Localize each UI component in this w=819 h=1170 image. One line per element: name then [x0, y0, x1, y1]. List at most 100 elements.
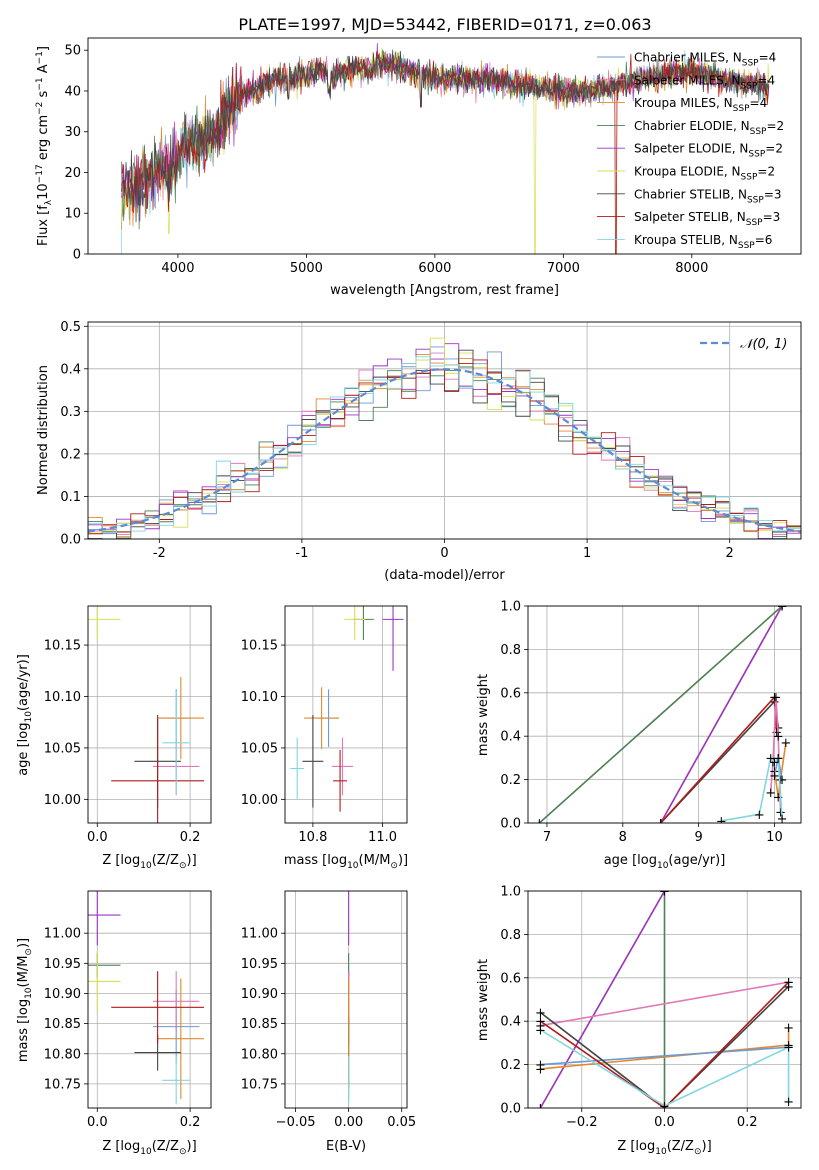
- legend-label-part: SSP: [738, 241, 755, 251]
- weight-Z-line-salpeter-elodie: [539, 891, 666, 1108]
- weight-age-line-kroupa-stelib-marker: +: [773, 751, 784, 766]
- weight-vs-Z-ytick-label: 0.8: [500, 928, 521, 943]
- weight-Z-line-kroupa-miles-marker: +: [783, 1021, 794, 1036]
- weight-age-line-salpeter-miles-marker: +: [765, 786, 776, 801]
- weight-age-line-salpeter-stelib: [660, 695, 778, 823]
- spectrum-ylabel-part: erg cm: [36, 115, 51, 164]
- spectrum-plot: [121, 42, 770, 254]
- spectrum-ytick-label: 30: [64, 125, 81, 140]
- mass-vs-EBV-xtick-label: 0.05: [387, 1115, 416, 1130]
- weight-age-line-salpeter-stelib-marker: +: [769, 691, 780, 706]
- chart-layer: 4000 5000 6000 7000 800001020304050wavelengt…: [16, 37, 802, 1157]
- weight-Z-line-kroupa-miles-marker: +: [783, 1039, 794, 1054]
- errorbar-kroupa-elodie: [88, 606, 121, 640]
- weight-vs-age-ytick-label: 0.6: [500, 686, 521, 701]
- weight-age-line-salpeter-miles-marker: +: [773, 730, 784, 745]
- age-vs-Z-xtick-label: 0.0: [87, 830, 108, 845]
- residuals-xtick-label: 0: [440, 546, 448, 561]
- residuals-chart: -2 -1 0 1 2 0.0 0.1 0.2 0.3 0.4 0.5 𝒩(0, 1) (data-mo…: [36, 320, 802, 583]
- weight-age-line-chabrier-stelib-marker: +: [655, 817, 666, 832]
- legend-label-part: SSP: [746, 218, 763, 228]
- age-vs-Z-ytick-label: 10.15: [44, 639, 81, 654]
- weight-Z-line-salpeter-stelib-marker: +: [783, 976, 794, 991]
- mass-Z-xlabel-part: 10: [140, 1147, 152, 1157]
- weight-age-xlabel-part: 10: [657, 861, 669, 871]
- weight-vs-age-grid: [528, 605, 801, 824]
- weight-vs-Z-ytick-label: 1.0: [500, 885, 521, 900]
- spectrum-ylabel-part: −1: [35, 77, 45, 90]
- mass-vs-EBV-frame: [284, 890, 408, 1109]
- normal-curve: [88, 368, 801, 533]
- mass-Z-ylabel-part: (M/M: [16, 956, 31, 988]
- age-vs-mass-plot: [290, 606, 404, 812]
- mass-vs-Z-ytick-label: 11.00: [44, 927, 81, 942]
- spectrum-ylabel-part: ]: [36, 46, 51, 51]
- legend-label-part: =2: [765, 142, 783, 156]
- age-mass-xlabel-part: (M/M: [359, 853, 391, 868]
- weight-Z-xlabel-part: 10: [655, 1147, 667, 1157]
- mass-vs-Z-ytick-label: 10.95: [44, 957, 81, 972]
- age-vs-mass-frame: [284, 605, 408, 824]
- age-vs-Z-grid: [88, 606, 211, 823]
- age-Z-ylabel-part: (age/yr)]: [16, 654, 31, 711]
- weight-Z-xlabel: Z [log10(Z/Z⊙)]: [617, 1139, 711, 1157]
- spectrum-ylabel: Flux [fλ10−17 erg cm−2 s−1 A−1]: [35, 46, 54, 246]
- legend-label-part: SSP: [741, 81, 758, 91]
- age-Z-xlabel-part: )]: [187, 853, 197, 868]
- spectrum-line-chabrier-stelib: [121, 49, 770, 223]
- age-mass-xlabel-part: )]: [398, 853, 408, 868]
- errorbar-kroupa-stelib: [290, 737, 305, 800]
- mass-vs-Z-xtick-label: 0.2: [180, 1115, 201, 1130]
- weight-age-ylabel: mass weight: [476, 674, 491, 756]
- residuals-frame: [87, 321, 802, 540]
- legend-label: Salpeter ELODIE, NSSP=2: [634, 142, 783, 160]
- mass-vs-EBV-ytick-label: 10.75: [241, 1077, 278, 1092]
- legend-label-part: =2: [766, 119, 784, 133]
- legend-label-part: Kroupa ELODIE, N: [634, 165, 741, 179]
- mass-vs-Z-plot: [88, 891, 205, 1105]
- errorbar-salpeter-miles: [332, 737, 353, 796]
- legend-label-part: Salpeter MILES, N: [634, 73, 741, 87]
- residuals-xlabel: (data-model)/error: [384, 568, 505, 583]
- spectrum-xtick-label: 6000: [418, 261, 451, 276]
- residuals-xtick-label: 1: [583, 546, 591, 561]
- weight-vs-Z-xtick-label: −0.2: [566, 1115, 598, 1130]
- age-vs-mass-ytick-label: 10.00: [241, 793, 278, 808]
- weight-vs-age-ytick-label: 0.4: [500, 730, 521, 745]
- age-Z-xlabel-part: 10: [140, 861, 152, 871]
- weight-Z-line-kroupa-miles-marker: +: [535, 1062, 546, 1077]
- age-Z-ylabel-part: age [log: [16, 723, 31, 776]
- spectrum-ylabel-part: A: [36, 64, 51, 77]
- weight-Z-line-salpeter-miles: [540, 981, 789, 1027]
- errorbar-kroupa-miles: [157, 978, 205, 1099]
- age-mass-xlabel-part: mass [log: [284, 853, 347, 868]
- errorbar-salpeter-miles: [152, 971, 200, 1032]
- legend-label-part: =3: [764, 187, 782, 201]
- weight-Z-line-salpeter-stelib-marker: +: [535, 1015, 546, 1030]
- mass-vs-Z-ytick-label: 10.85: [44, 1017, 81, 1032]
- weight-vs-age-chart: +++++++++++++++++++++++++ +++++7 8 9 10 0.0 0.…: [476, 600, 802, 871]
- legend-label-part: Kroupa STELIB, N: [634, 233, 738, 247]
- weight-vs-Z-xtick-label: 0.0: [654, 1115, 675, 1130]
- weight-age-xlabel: age [log10(age/yr)]: [604, 853, 726, 871]
- legend-label-part: =2: [757, 165, 775, 179]
- residuals-legend: 𝒩(0, 1): [700, 337, 787, 352]
- legend-label: Chabrier ELODIE, NSSP=2: [634, 119, 784, 137]
- weight-Z-line-kroupa-stelib-marker: +: [535, 1023, 546, 1038]
- weight-age-line-salpeter-miles-marker: +: [775, 806, 786, 821]
- spectrum-ticks: 4000 5000 6000 7000 8000 0 10 20 30 40 50: [64, 44, 708, 276]
- legend-label-part: Chabrier STELIB, N: [634, 187, 747, 201]
- weight-vs-age-ticks: 7 8 9 10 0.0 0.2 0.4 0.6 0.8 1.0: [500, 600, 782, 846]
- errorbar-kroupa-elodie: [344, 606, 366, 640]
- age-vs-Z-xtick-label: 0.2: [180, 830, 201, 845]
- residuals-xtick-label: 2: [726, 546, 734, 561]
- errorbar-kroupa-miles: [157, 676, 205, 760]
- legend-label: Salpeter STELIB, NSSP=3: [634, 210, 780, 228]
- age-vs-mass-ytick-label: 10.15: [241, 639, 278, 654]
- weight-vs-Z-xtick-label: 0.2: [737, 1115, 758, 1130]
- errorbar-salpeter-stelib: [111, 719, 205, 823]
- weight-Z-line-kroupa-stelib-marker: +: [783, 1041, 794, 1056]
- spectrum-chart: 4000 5000 6000 7000 8000 0 10 20 30 40 50 wavelengt…: [35, 37, 802, 298]
- legend-label-part: SSP: [748, 150, 765, 160]
